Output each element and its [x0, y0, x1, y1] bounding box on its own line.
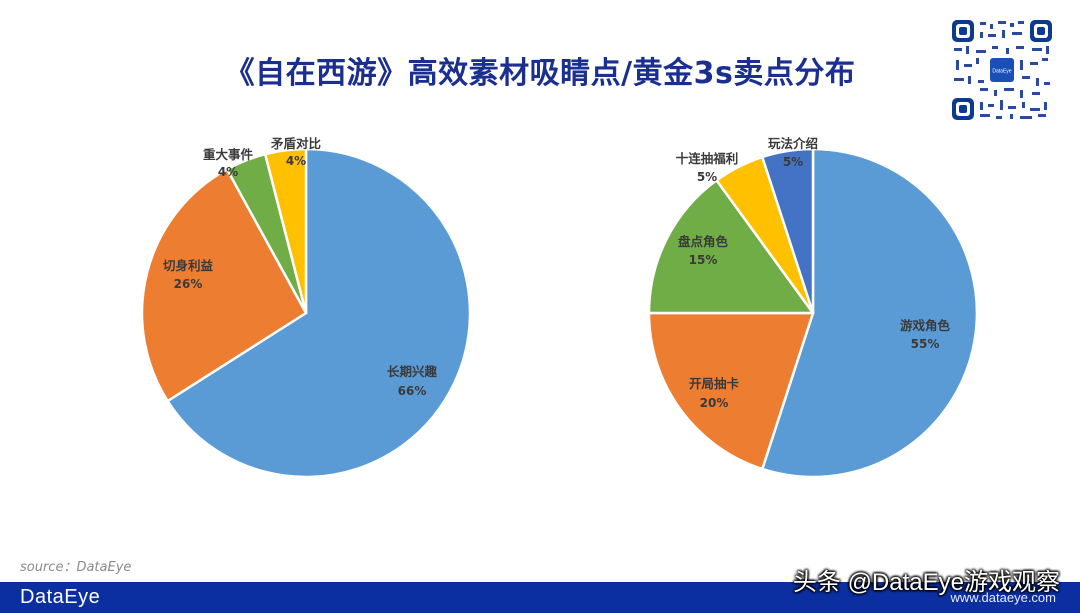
- site-url: www.dataeye.com: [950, 590, 1057, 605]
- svg-text:5%: 5%: [697, 170, 717, 184]
- svg-text:DataEye: DataEye: [992, 69, 1011, 75]
- dataeye-logo: DataEye: [20, 586, 101, 608]
- slice-character-roundup: [647, 179, 815, 315]
- svg-text:开局抽卡: 开局抽卡: [689, 376, 740, 391]
- qr-code: DataEye: [950, 18, 1054, 122]
- svg-text:十连抽福利: 十连抽福利: [676, 151, 739, 166]
- svg-text:5%: 5%: [783, 155, 803, 169]
- slice-gameplay-intro: [761, 147, 815, 315]
- svg-text:玩法介绍: 玩法介绍: [768, 136, 818, 151]
- slice-contrast: [263, 147, 308, 315]
- svg-text:长期兴趣: 长期兴趣: [387, 364, 438, 379]
- slice-personal-interest: [140, 168, 308, 403]
- page-title: 《自在西游》高效素材吸睛点/黄金3s卖点分布: [224, 56, 856, 91]
- slice-opening-gacha: [647, 311, 815, 471]
- svg-text:55%: 55%: [911, 337, 940, 351]
- svg-text:切身利益: 切身利益: [163, 258, 214, 273]
- slice-long-term-interest: [166, 147, 472, 479]
- svg-text:矛盾对比: 矛盾对比: [270, 136, 322, 151]
- svg-text:26%: 26%: [174, 277, 203, 291]
- svg-text:66%: 66%: [398, 384, 427, 398]
- source-note: source：DataEye: [20, 560, 132, 575]
- svg-text:重大事件: 重大事件: [203, 147, 254, 162]
- watermark: 头条 @DataEye游戏观察: [792, 569, 1060, 596]
- svg-text:游戏角色: 游戏角色: [900, 318, 951, 333]
- svg-text:4%: 4%: [286, 154, 306, 168]
- svg-text:盘点角色: 盘点角色: [678, 234, 729, 249]
- svg-text:15%: 15%: [689, 253, 718, 267]
- svg-text:4%: 4%: [218, 165, 238, 179]
- slice-game-character: [761, 147, 979, 479]
- svg-text:20%: 20%: [700, 396, 729, 410]
- footer-bar: DataEye: [0, 582, 1080, 613]
